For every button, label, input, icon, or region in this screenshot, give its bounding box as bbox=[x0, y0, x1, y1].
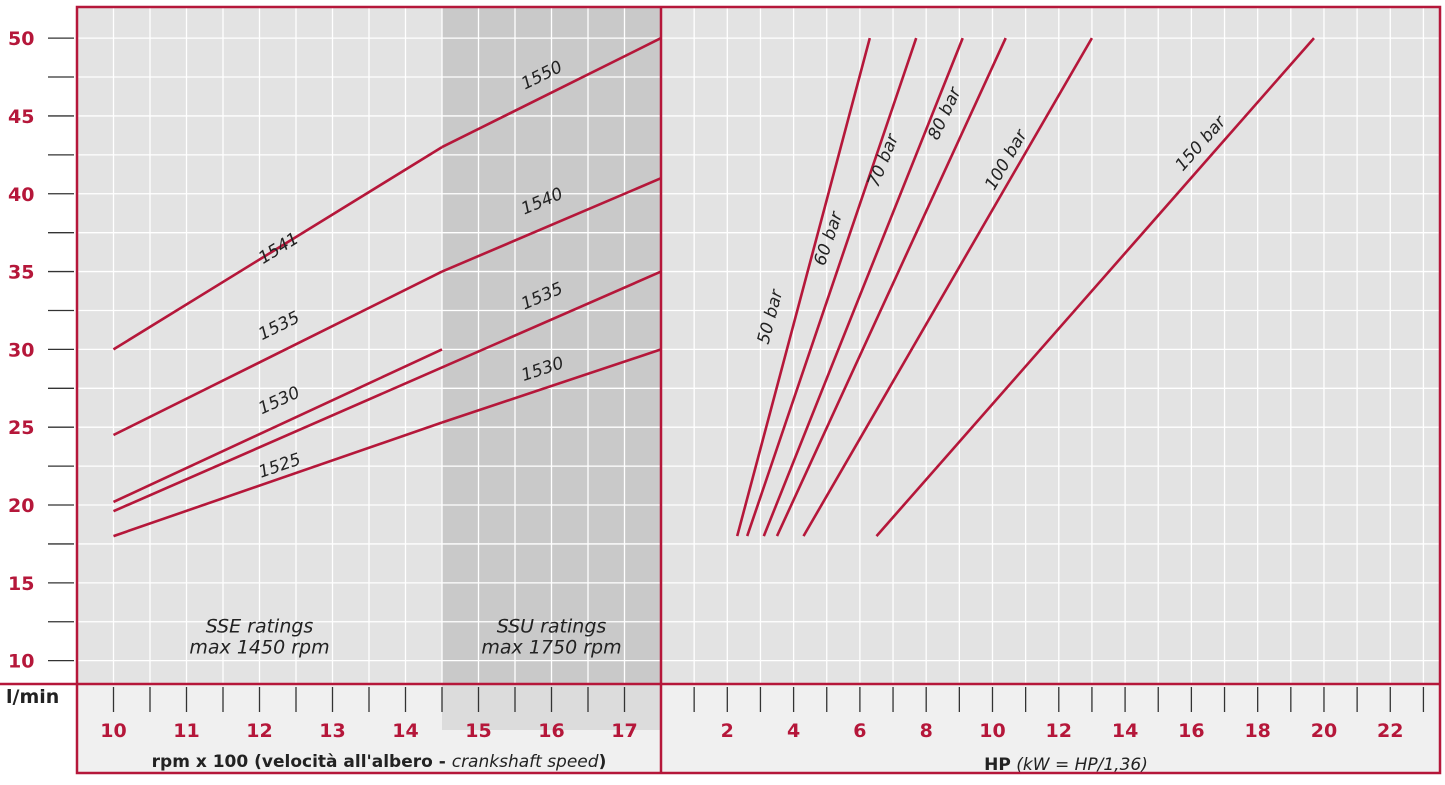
series-line bbox=[112, 270, 443, 437]
series-line bbox=[775, 37, 1007, 537]
series-line bbox=[112, 348, 443, 504]
y-axis-unit: l/min bbox=[6, 686, 59, 708]
y-tick-label: 30 bbox=[8, 339, 34, 361]
series-line bbox=[113, 421, 443, 538]
series-line bbox=[735, 37, 872, 537]
x-axis-title-hp: HP (kW = HP/1,36) bbox=[984, 755, 1148, 775]
x-tick-label: 16 bbox=[538, 720, 564, 742]
x-tick-label: 15 bbox=[465, 720, 491, 742]
x-axis-hp: 2 4 6 8 10 12 14 16 18 20 22 HP (kW = HP/1,36) bbox=[693, 687, 1425, 775]
x-tick-label: 14 bbox=[1112, 720, 1138, 742]
x-axis-title-hp-italic: (kW = HP/1,36) bbox=[1011, 755, 1148, 775]
x-tick-label: 17 bbox=[611, 720, 637, 742]
x-tick-label: 16 bbox=[1178, 720, 1204, 742]
y-tick-label: 45 bbox=[8, 106, 34, 128]
x-tick-label: 10 bbox=[979, 720, 1005, 742]
grid-lines bbox=[77, 7, 1440, 684]
series-line bbox=[802, 37, 1094, 537]
x-tick-label: 14 bbox=[392, 720, 418, 742]
x-tick-label: 8 bbox=[920, 720, 933, 742]
series-line bbox=[875, 37, 1315, 537]
series-line bbox=[112, 270, 662, 513]
y-tick-label: 35 bbox=[8, 262, 34, 284]
y-tick-label: 20 bbox=[8, 495, 34, 517]
series-line bbox=[441, 348, 662, 424]
x-axis-title-hp-bold: HP bbox=[984, 755, 1011, 775]
y-axis: 10 15 20 25 30 35 40 45 50 l/min bbox=[6, 28, 74, 708]
y-tick-label: 10 bbox=[8, 651, 34, 673]
x-tick-label: 2 bbox=[721, 720, 734, 742]
y-tick-label: 40 bbox=[8, 184, 34, 206]
series-line bbox=[441, 177, 662, 273]
y-tick-label: 15 bbox=[8, 573, 34, 595]
series-line bbox=[745, 37, 918, 537]
x-tick-label: 20 bbox=[1311, 720, 1337, 742]
x-tick-label: 22 bbox=[1377, 720, 1403, 742]
x-tick-label: 6 bbox=[853, 720, 866, 742]
frame-outer bbox=[75, 5, 1442, 775]
x-axis-panel bbox=[77, 684, 1440, 773]
zone-note-title: SSU ratings bbox=[497, 616, 607, 638]
x-tick-label: 18 bbox=[1244, 720, 1270, 742]
x-tick-label: 12 bbox=[246, 720, 272, 742]
y-tick-label: 25 bbox=[8, 417, 34, 439]
x-tick-label: 10 bbox=[100, 720, 126, 742]
chart-frame bbox=[0, 5, 1442, 775]
x-axis-title-close: ) bbox=[599, 752, 607, 772]
zone-note-title: SSE ratings bbox=[206, 616, 314, 638]
x-tick-label: 4 bbox=[787, 720, 800, 742]
zone-note-limit: max 1750 rpm bbox=[481, 637, 621, 659]
series-line bbox=[441, 36, 662, 149]
plot-area bbox=[77, 7, 1440, 684]
x-tick-label: 11 bbox=[173, 720, 199, 742]
x-axis-title-main: rpm x 100 (velocità all'albero - bbox=[152, 752, 452, 772]
x-axis-title-rpm: rpm x 100 (velocità all'albero - cranksh… bbox=[152, 752, 607, 772]
x-tick-label: 13 bbox=[319, 720, 345, 742]
x-tick-label: 12 bbox=[1046, 720, 1072, 742]
x-axis-title-italic: crankshaft speed bbox=[452, 752, 599, 772]
series-line bbox=[762, 37, 964, 537]
y-tick-label: 50 bbox=[8, 28, 34, 50]
series-line bbox=[112, 145, 443, 351]
zone-note-limit: max 1450 rpm bbox=[189, 637, 329, 659]
